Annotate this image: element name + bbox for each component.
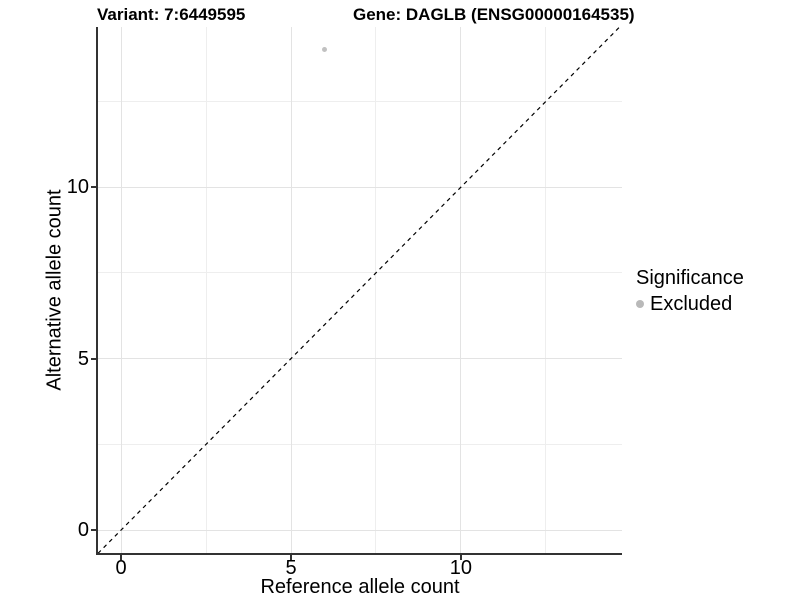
y-axis-tick-label: 5: [77, 347, 89, 370]
legend-item: Excluded: [636, 292, 744, 316]
y-axis-tick-label: 0: [77, 519, 89, 542]
plot-panel: [96, 27, 622, 555]
x-axis-tick-label: 5: [285, 557, 297, 579]
gridline-vertical-major: [460, 27, 462, 553]
legend-item-label: Excluded: [650, 293, 733, 315]
gridline-vertical-minor: [545, 27, 547, 553]
x-axis-title: Reference allele count: [260, 576, 460, 598]
plot-title-variant: Variant: 7:6449595: [97, 5, 246, 24]
y-axis-tick-label: 10: [66, 176, 89, 199]
identity-dashed-line: [98, 27, 621, 553]
legend-point-icon: [636, 300, 644, 308]
y-axis-tick-mark: [91, 529, 96, 532]
gridline-vertical-major: [290, 27, 292, 553]
gridline-horizontal-minor: [98, 100, 622, 102]
plot-title-gene: Gene: DAGLB (ENSG00000164535): [353, 5, 635, 24]
legend: Significance Excluded: [636, 266, 744, 316]
gridline-horizontal-major: [98, 186, 622, 188]
gridline-horizontal-major: [98, 529, 622, 531]
y-axis-tick-mark: [91, 186, 96, 189]
gridline-vertical-minor: [375, 27, 377, 553]
legend-title: Significance: [636, 267, 744, 289]
gridline-vertical-major: [120, 27, 122, 553]
gridline-horizontal-minor: [98, 272, 622, 274]
gridline-vertical-minor: [205, 27, 207, 553]
x-axis-tick-label: 0: [115, 557, 127, 579]
x-axis-tick-label: 10: [449, 557, 473, 579]
y-axis-title-text: Alternative allele count: [43, 189, 66, 391]
legend-items: Excluded: [636, 292, 744, 316]
x-axis-tick-mark: [459, 555, 462, 560]
gridline-horizontal-minor: [98, 443, 622, 445]
data-point: [322, 47, 328, 53]
gridline-horizontal-major: [98, 358, 622, 360]
y-axis-tick-mark: [91, 357, 96, 360]
x-axis-tick-mark: [120, 555, 123, 560]
x-axis-tick-mark: [290, 555, 293, 560]
